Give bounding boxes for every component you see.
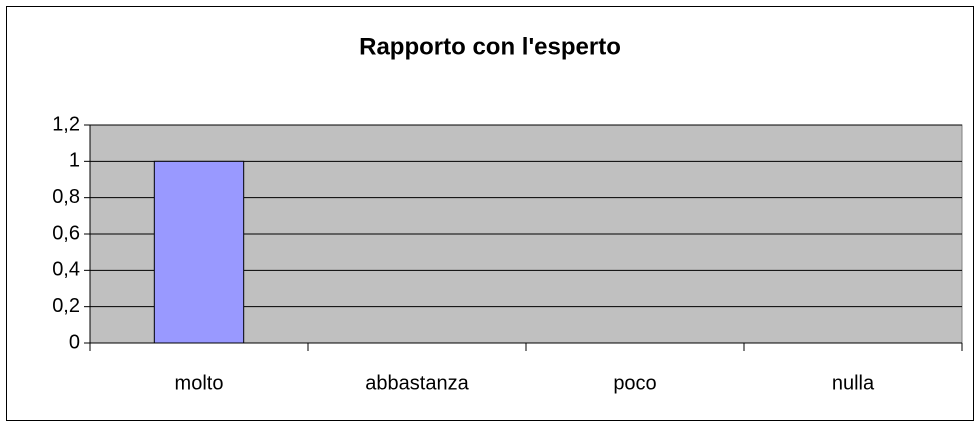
x-tick-label: molto bbox=[175, 372, 224, 394]
y-tick-label: 1 bbox=[69, 150, 80, 172]
x-tick-label: abbastanza bbox=[365, 372, 469, 394]
y-tick-label: 0,2 bbox=[52, 295, 80, 317]
bar bbox=[153, 160, 245, 344]
y-tick-label: 1,2 bbox=[52, 113, 80, 135]
y-tick-label: 0 bbox=[69, 331, 80, 353]
y-tick-label: 0,6 bbox=[52, 222, 80, 244]
y-tick-label: 0,8 bbox=[52, 186, 80, 208]
y-tick-label: 0,4 bbox=[52, 259, 80, 281]
x-tick-label: nulla bbox=[832, 372, 875, 394]
x-tick-label: poco bbox=[613, 372, 656, 394]
chart-title: Rapporto con l'esperto bbox=[359, 33, 621, 60]
